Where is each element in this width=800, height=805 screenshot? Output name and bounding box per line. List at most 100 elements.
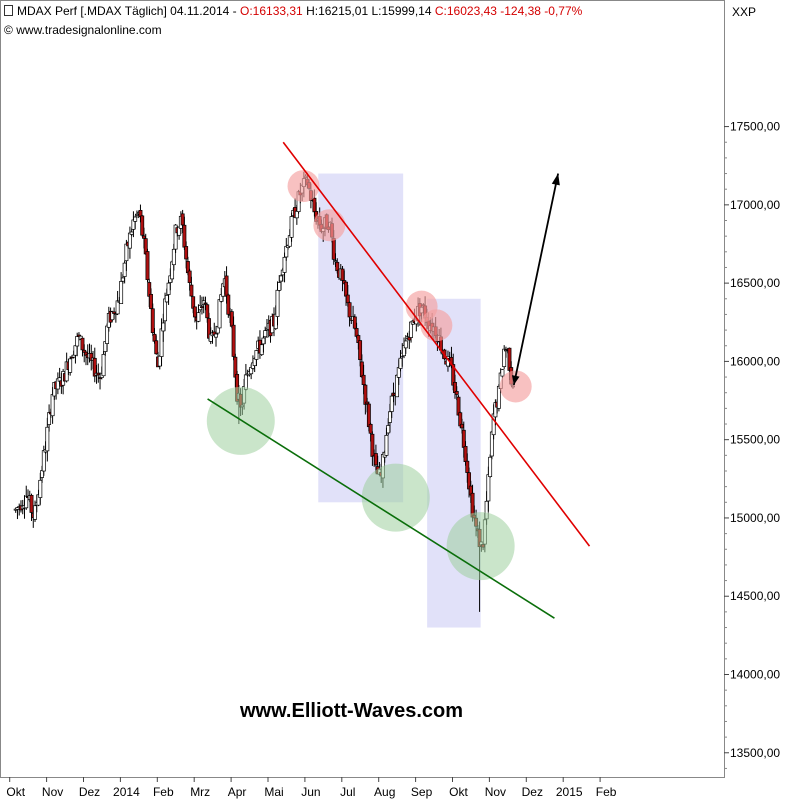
- candle-body: [96, 372, 101, 376]
- candle-body: [101, 354, 106, 377]
- candle-body: [384, 434, 389, 456]
- candle-body: [277, 282, 282, 291]
- candle-body: [159, 328, 164, 357]
- candle-body: [149, 293, 153, 309]
- x-tick-label: Nov: [42, 785, 63, 799]
- unit-label: XXP: [732, 5, 757, 19]
- x-tick-label: Okt: [449, 785, 468, 799]
- candle-body: [173, 224, 178, 250]
- candle-body: [365, 401, 370, 405]
- candle-body: [41, 450, 46, 472]
- candle-body: [127, 232, 132, 249]
- candle-body: [224, 275, 229, 297]
- x-tick-label: Mai: [264, 785, 283, 799]
- candle-body: [196, 312, 201, 322]
- candle-body: [180, 213, 185, 226]
- candle-body: [465, 460, 470, 473]
- candle-body: [47, 412, 52, 425]
- candle-body: [171, 248, 176, 266]
- y-tick-label: 16500,00: [730, 276, 780, 290]
- x-tick-label: Aug: [374, 785, 395, 799]
- candle-body: [24, 495, 29, 509]
- candle-body: [229, 311, 234, 327]
- open-value: O:16133,31: [240, 4, 303, 18]
- candle-body: [112, 311, 117, 314]
- candle-body: [259, 344, 264, 355]
- instrument-label: MDAX Perf [.MDAX Täglich] 04.11.2014 -: [17, 4, 237, 18]
- candle-body: [231, 324, 236, 357]
- candle-body: [142, 235, 146, 239]
- forecast-arrow-tail: [511, 375, 520, 385]
- forecast-arrow-head: [551, 173, 560, 186]
- y-tick-label: 17500,00: [730, 120, 780, 134]
- candle-body: [254, 350, 259, 360]
- peak-circle: [420, 309, 453, 342]
- x-tick-label: Dez: [79, 785, 100, 799]
- close-value: C:16023,43 -124,38 -0,77%: [434, 4, 583, 18]
- x-tick-label: Dez: [522, 785, 543, 799]
- peak-circle: [499, 370, 532, 403]
- candle-body: [157, 355, 162, 367]
- x-tick-label: Jun: [301, 785, 320, 799]
- candle-body: [333, 260, 338, 262]
- candle-body: [396, 367, 401, 378]
- candle-body: [312, 197, 317, 213]
- candle-body: [361, 374, 366, 385]
- candle-body: [154, 340, 159, 355]
- checkbox-icon[interactable]: [4, 5, 13, 16]
- candle-body: [344, 281, 348, 297]
- x-tick-label: Jul: [340, 785, 355, 799]
- candle-body: [115, 300, 120, 315]
- candle-body: [68, 358, 73, 373]
- candle-body: [73, 345, 78, 356]
- candle-body: [386, 425, 391, 434]
- x-tick-label: Okt: [6, 785, 25, 799]
- candle-body: [214, 333, 218, 338]
- candle-body: [40, 470, 45, 478]
- candle-body: [289, 216, 294, 238]
- candle-body: [366, 403, 371, 428]
- x-tick-label: 2015: [556, 785, 583, 799]
- y-tick-label: 15500,00: [730, 433, 780, 447]
- candle-body: [500, 369, 505, 377]
- candle-body: [403, 340, 408, 349]
- watermark-text: www.Elliott-Waves.com: [240, 700, 463, 722]
- candle-body: [152, 333, 157, 342]
- high-value: H:16215,01: [306, 4, 369, 18]
- candle-body: [275, 289, 280, 317]
- candle-body: [205, 304, 210, 319]
- candle-body: [189, 284, 194, 297]
- candle-body: [129, 231, 134, 235]
- candle-body: [370, 433, 375, 457]
- candle-body: [133, 216, 138, 222]
- x-tick-label: Feb: [596, 785, 617, 799]
- candle-body: [50, 394, 55, 417]
- candle-body: [373, 453, 378, 466]
- low-value: L:15999,14: [371, 4, 432, 18]
- candle-body: [395, 374, 399, 398]
- candle-body: [166, 282, 171, 295]
- candle-body: [388, 411, 392, 423]
- y-tick-label: 14000,00: [730, 668, 780, 682]
- x-tick-label: Nov: [485, 785, 506, 799]
- trough-circle: [446, 512, 515, 581]
- candle-body: [217, 299, 222, 329]
- y-tick-label: 16000,00: [730, 354, 780, 368]
- candle-body: [150, 308, 155, 333]
- candle-body: [134, 213, 139, 216]
- candle-body: [184, 246, 189, 260]
- candle-body: [122, 262, 127, 277]
- candle-body: [331, 238, 336, 260]
- candle-body: [263, 330, 268, 338]
- candle-body: [38, 479, 43, 498]
- source-url: www.tradesignalonline.com: [16, 23, 162, 37]
- candle-body: [486, 474, 491, 502]
- candle-body: [161, 322, 166, 332]
- candle-body: [75, 336, 80, 347]
- x-tick-label: 2014: [113, 785, 140, 799]
- candle-body: [192, 306, 197, 318]
- y-tick-label: 17000,00: [730, 198, 780, 212]
- peak-circle: [313, 209, 346, 242]
